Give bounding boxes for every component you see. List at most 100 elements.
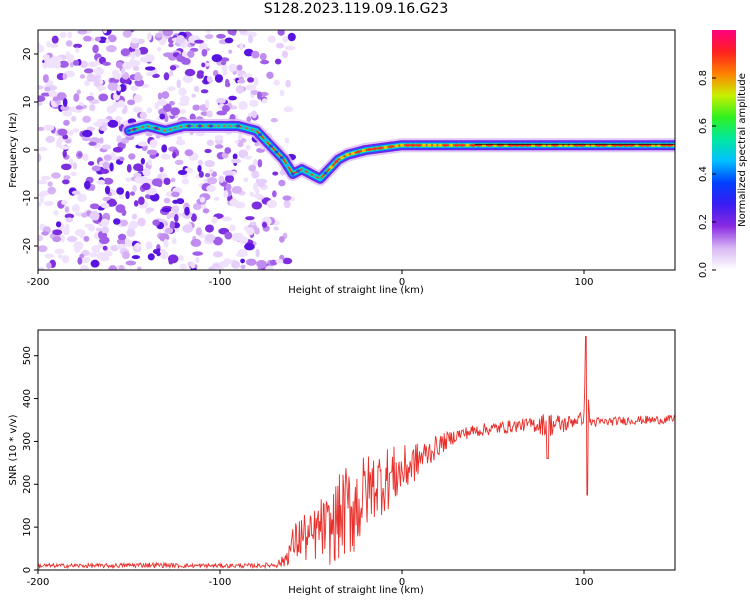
noise-blob xyxy=(278,179,286,187)
noise-blob xyxy=(71,190,81,195)
noise-blob xyxy=(134,176,145,184)
ridge-blob xyxy=(159,128,164,132)
noise-blob xyxy=(79,74,86,79)
noise-blob xyxy=(160,153,171,160)
noise-blob xyxy=(52,236,62,243)
noise-blob xyxy=(208,266,216,270)
noise-blob xyxy=(204,148,212,154)
noise-blob xyxy=(216,97,226,104)
noise-blob xyxy=(221,105,230,113)
noise-blob xyxy=(198,42,208,51)
noise-blob xyxy=(259,52,267,61)
snr-x-tick-label: -200 xyxy=(27,577,50,588)
noise-blob xyxy=(241,73,253,78)
noise-blob xyxy=(137,266,142,270)
noise-blob xyxy=(204,173,211,178)
noise-blob xyxy=(126,228,136,237)
colorbar-tick-label: 0.0 xyxy=(698,262,709,278)
noise-blob xyxy=(98,93,109,102)
noise-blob xyxy=(220,60,227,66)
noise-blob xyxy=(71,115,77,122)
figure-title: S128.2023.119.09.16.G23 xyxy=(263,1,449,17)
ridge-blob xyxy=(339,156,344,160)
noise-blob xyxy=(125,190,130,200)
noise-blob xyxy=(253,77,259,86)
noise-blob xyxy=(255,248,260,258)
noise-blob xyxy=(157,99,168,106)
noise-blob xyxy=(252,158,258,167)
noise-blob xyxy=(231,185,243,194)
noise-blob xyxy=(42,62,48,69)
noise-blob xyxy=(52,229,63,236)
noise-blob xyxy=(83,35,92,42)
noise-blob xyxy=(181,178,190,185)
ridge-blob xyxy=(187,124,192,128)
noise-blob xyxy=(73,93,80,102)
noise-blob xyxy=(261,98,268,104)
noise-blob xyxy=(96,85,107,91)
noise-blob xyxy=(204,62,210,67)
noise-blob xyxy=(222,170,234,176)
spectrogram-xlabel: Height of straight line (km) xyxy=(288,285,424,296)
noise-blob xyxy=(130,191,135,196)
noise-blob xyxy=(122,30,132,38)
noise-blob xyxy=(169,212,175,219)
noise-blob xyxy=(127,99,136,106)
noise-blob xyxy=(204,34,214,40)
ridge-blob xyxy=(219,124,224,128)
noise-blob xyxy=(256,259,267,268)
noise-blob xyxy=(168,100,175,106)
noise-blob xyxy=(176,79,181,89)
noise-blob xyxy=(46,60,57,69)
noise-blob xyxy=(170,177,176,183)
noise-blob xyxy=(100,202,110,209)
noise-blob xyxy=(65,40,73,47)
noise-blob xyxy=(247,34,253,44)
noise-blob xyxy=(82,115,91,123)
ridge-blob xyxy=(400,143,404,147)
noise-blob xyxy=(177,169,188,176)
ridge-blob xyxy=(258,133,263,137)
noise-blob xyxy=(206,110,213,118)
noise-blob xyxy=(131,213,138,220)
noise-blob xyxy=(236,64,243,71)
noise-blob xyxy=(173,213,179,223)
noise-blob xyxy=(182,224,194,233)
noise-blob xyxy=(131,255,141,260)
noise-blob xyxy=(238,30,247,34)
noise-blob xyxy=(237,133,243,141)
noise-blob xyxy=(77,30,88,35)
ridge-blob xyxy=(296,169,301,173)
noise-blob xyxy=(72,59,80,66)
noise-blob xyxy=(87,161,95,166)
noise-blob xyxy=(204,233,216,242)
snr-xlabel: Height of straight line (km) xyxy=(288,585,424,596)
noise-blob xyxy=(138,196,145,205)
ridge-blob xyxy=(214,124,219,128)
noise-blob xyxy=(142,167,151,177)
ridge-blob xyxy=(268,144,273,148)
noise-blob xyxy=(81,212,88,218)
noise-blob xyxy=(176,135,183,141)
noise-blob xyxy=(260,59,270,65)
noise-blob xyxy=(157,46,162,52)
ridge-blob xyxy=(470,143,475,147)
noise-blob xyxy=(144,66,156,71)
ridge-blob xyxy=(170,127,175,131)
noise-blob xyxy=(184,206,190,216)
noise-blob xyxy=(155,32,163,38)
noise-blob xyxy=(205,99,210,108)
noise-blob xyxy=(104,185,111,195)
noise-blob xyxy=(120,48,131,57)
snr-y-tick-label: 500 xyxy=(22,346,33,365)
noise-blob xyxy=(265,265,274,270)
snr-y-tick-label: 400 xyxy=(22,389,33,408)
noise-blob xyxy=(179,263,187,270)
snr-series xyxy=(38,335,675,570)
noise-blob xyxy=(245,144,251,151)
spectrogram-x-tick-label: 100 xyxy=(574,277,593,288)
noise-blob xyxy=(249,221,257,226)
noise-blob xyxy=(117,233,127,241)
noise-blob xyxy=(270,117,278,123)
ridge-blob xyxy=(383,145,388,149)
